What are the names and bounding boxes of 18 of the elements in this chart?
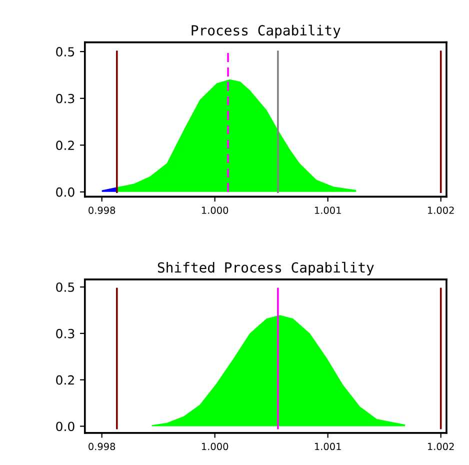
x-tick-label: 1.001	[314, 442, 341, 450]
x-tick-label: 1.001	[314, 206, 341, 214]
y-tick-label: 0.5	[56, 282, 74, 292]
x-tick-label: 1.000	[202, 206, 228, 214]
x-tick-label: 0.998	[88, 206, 116, 214]
y-tick-label: 0.3	[56, 94, 74, 104]
x-tick-label: 1.002	[428, 442, 454, 450]
y-tick-label: 0.3	[56, 328, 74, 338]
y-tick-label: 0.0	[56, 422, 74, 432]
y-tick-label: 0.2	[56, 375, 74, 385]
y-tick-label: 0.0	[56, 187, 74, 197]
chart-title: Process Capability	[192, 24, 340, 38]
x-tick-label: 0.998	[88, 442, 116, 450]
y-tick-label: 0.2	[56, 140, 74, 150]
chart-title: Shifted Process Capability	[158, 262, 374, 276]
x-tick-label: 1.000	[202, 442, 228, 450]
x-tick-label: 1.002	[428, 206, 454, 214]
y-tick-label: 0.5	[56, 47, 74, 57]
